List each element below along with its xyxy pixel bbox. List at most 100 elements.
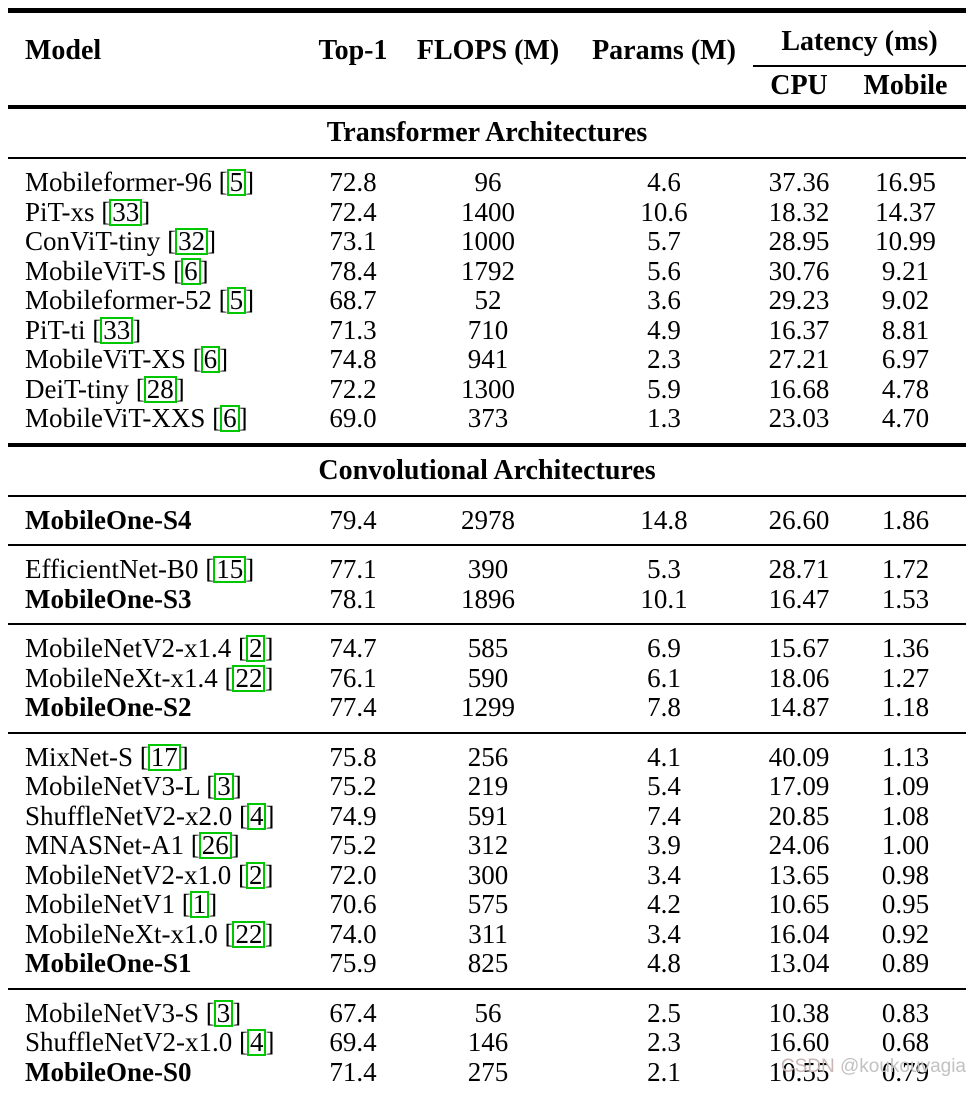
citation-link[interactable]: 5 [226,287,247,314]
top1-cell: 72.0 [329,859,377,890]
citation-link[interactable]: 17 [147,743,181,771]
table-row: MobileOne-S2 77.4 1299 7.8 14.87 1.18 [8,692,966,733]
citation-link[interactable]: 22 [232,664,266,692]
model-cell: ShuffleNetV2-x2.0 [4] [25,800,275,831]
mobile-cell: 14.37 [875,196,936,227]
col-header-latency-group: Latency (ms) [753,10,967,67]
top1-cell: 72.8 [329,167,377,197]
col-header-mobile: Mobile [863,70,948,101]
table-row: MobileViT-S [6] 78.4 1792 5.6 30.76 9.21 [8,255,966,287]
top1-cell: 77.4 [329,692,377,722]
cpu-cell: 20.85 [768,800,830,831]
top1-cell: 75.2 [329,771,377,801]
model-cell: MobileOne-S3 [8,584,305,625]
model-cell: Mobileformer-52 [5] [25,285,255,315]
citation-link[interactable]: 6 [181,257,201,285]
table-row: MNASNet-A1 [26] 75.2 312 3.9 24.06 1.00 [8,830,966,861]
table-row: Mobileformer-52 [5] 68.7 52 3.6 29.23 9.02 [8,285,966,316]
flops-cell: 256 [467,741,509,772]
table-row: ShuffleNetV2-x2.0 [4] 74.9 591 7.4 20.85 1.08 [8,800,966,832]
table-row: MobileNeXt-x1.0 [22] 74.0 311 3.4 16.04 0.92 [8,918,966,950]
flops-cell: 2978 [461,504,515,535]
params-cell: 5.4 [647,771,681,801]
model-name: MobileOne-S1 [25,948,192,978]
model-name: MobileViT-XXS [25,403,206,433]
top1-cell: 69.4 [329,1027,377,1057]
citation-link[interactable]: 3 [214,773,234,800]
mobile-cell: 1.08 [881,800,930,831]
flops-cell: 146 [467,1027,509,1057]
flops-cell: 275 [467,1056,509,1087]
citation-link[interactable]: 3 [213,999,234,1027]
top1-cell: 77.1 [329,554,377,584]
citation-link[interactable]: 4 [246,1029,267,1056]
flops-cell: 1792 [461,255,515,286]
flops-cell: 390 [467,554,509,584]
citation-link[interactable]: 6 [220,405,240,432]
top1-cell: 69.0 [329,403,377,433]
model-name: Mobileformer-52 [25,285,212,315]
table-body: Transformer Architectures Mobileformer-96… [8,107,967,1094]
top1-cell: 72.2 [329,373,377,404]
params-cell: 5.6 [647,255,681,286]
flops-cell: 300 [467,859,509,890]
citation-link[interactable]: 5 [226,169,247,196]
flops-cell: 1300 [461,373,515,404]
citation-link[interactable]: 2 [245,635,266,662]
table-header: Model Top-1 FLOPS (M) Params (M) Latency… [8,10,967,107]
mobile-cell: 1.13 [881,741,930,772]
mobile-cell: 10.99 [875,226,936,256]
params-cell: 5.9 [647,373,681,404]
citation-link[interactable]: 2 [245,861,266,889]
citation-link[interactable]: 15 [213,556,247,583]
table-row: DeiT-tiny [28] 72.2 1300 5.9 16.68 4.78 [8,373,966,405]
mobile-cell: 1.18 [881,692,930,722]
table-row: MobileViT-XXS [6] 69.0 373 1.3 23.03 4.70 [8,403,966,445]
model-cell: MobileViT-XS [6] [25,344,229,374]
watermark: CSDN @koukouvagia [781,1056,966,1078]
citation-link[interactable]: 4 [246,802,267,830]
model-name: MobileNetV1 [25,889,175,919]
table-row: MobileOne-S4 79.4 2978 14.8 26.60 1.86 [8,496,966,546]
cpu-cell: 28.71 [768,554,830,584]
citation-link[interactable]: 28 [143,375,177,403]
col-header-flops: FLOPS (M) [416,35,560,66]
flops-cell: 590 [467,662,509,693]
mobile-cell: 1.00 [881,830,930,860]
cpu-cell: 23.03 [768,403,830,433]
flops-cell: 710 [467,314,509,345]
params-cell: 3.9 [647,830,681,860]
model-cell: DeiT-tiny [28] [25,373,185,404]
top1-cell: 74.7 [329,633,377,663]
top1-cell: 68.7 [329,285,377,315]
model-cell: MNASNet-A1 [26] [25,830,240,860]
model-cell: MobileViT-XXS [6] [25,403,248,433]
citation-link[interactable]: 22 [232,920,266,948]
top1-cell: 74.0 [329,918,377,949]
citation-link[interactable]: 33 [100,316,134,344]
params-cell: 7.8 [647,692,681,722]
model-name: MobileViT-XS [25,344,186,374]
params-cell: 3.4 [647,918,681,949]
cpu-cell: 14.87 [768,692,830,722]
top1-cell: 75.9 [329,948,377,978]
model-name: PiT-xs [25,196,95,227]
table-row: MixNet-S [17] 75.8 256 4.1 40.09 1.13 [8,732,967,773]
citation-link[interactable]: 33 [109,198,143,226]
top1-cell: 70.6 [329,889,377,919]
model-name: MobileOne-S0 [25,1056,192,1087]
model-name: MobileNeXt-x1.4 [25,662,218,693]
model-name: ShuffleNetV2-x1.0 [25,1027,233,1057]
model-cell: PiT-xs [33] [25,196,151,227]
table-row: MobileNetV2-x1.0 [2] 72.0 300 3.4 13.65 0.98 [8,859,966,891]
citation-link[interactable]: 32 [175,228,209,255]
citation-link[interactable]: 1 [189,891,210,918]
model-name: MobileNeXt-x1.0 [25,918,218,949]
model-name: MobileOne-S2 [25,692,192,722]
params-cell: 3.6 [647,285,681,315]
cpu-cell: 30.76 [768,255,830,286]
top1-cell: 71.4 [329,1056,377,1087]
model-name: EfficientNet-B0 [25,554,199,584]
citation-link[interactable]: 6 [200,346,221,373]
citation-link[interactable]: 26 [198,832,232,859]
